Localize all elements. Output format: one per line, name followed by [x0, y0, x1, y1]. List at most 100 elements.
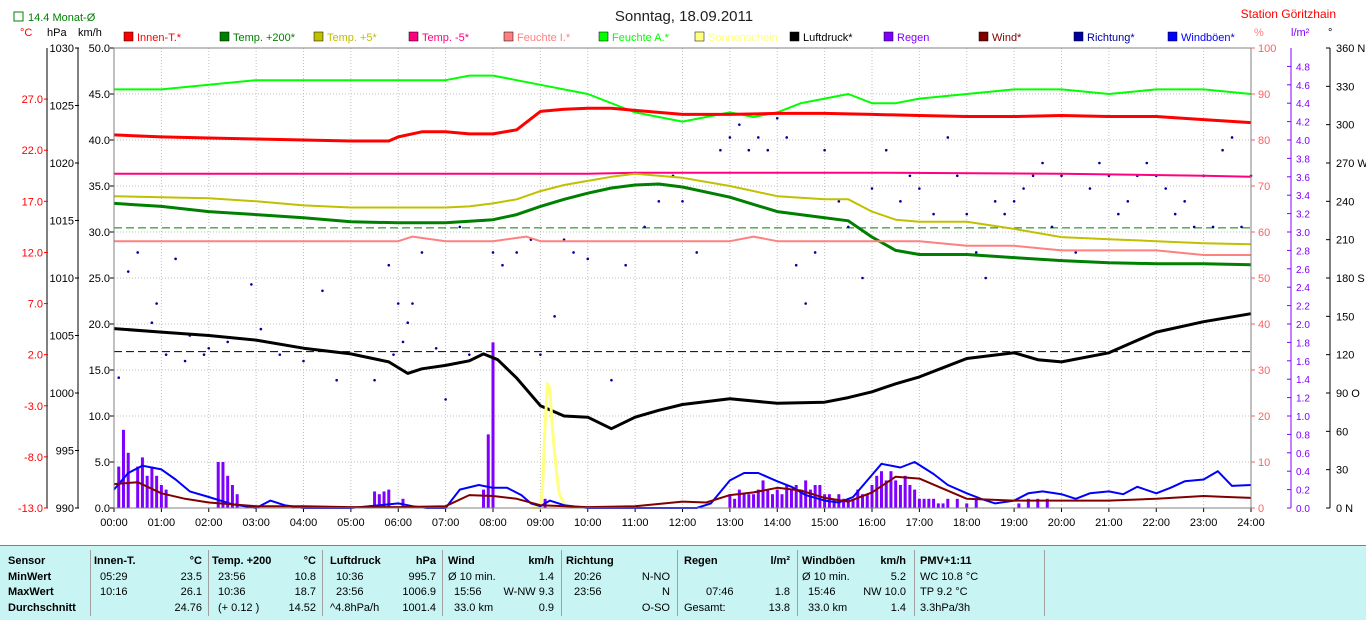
- legend-label: Temp. +5*: [327, 32, 378, 44]
- direction-point: [1145, 161, 1149, 165]
- series-line-temp-5: [113, 172, 1252, 246]
- direction-point: [837, 200, 841, 203]
- rain-axis-label: 2.0: [1296, 320, 1310, 331]
- rain-bar: [903, 475, 907, 508]
- direction-point: [1173, 212, 1177, 216]
- legend-swatch: [694, 31, 705, 42]
- speed-axis-label: 40.0: [89, 135, 110, 147]
- direction-point: [1126, 200, 1130, 203]
- stats-boeen-avg-value: 1.4: [890, 601, 906, 614]
- direction-point: [420, 251, 424, 254]
- x-tick-label: 20:00: [1048, 517, 1076, 529]
- direction-point: [183, 359, 187, 363]
- direction-point: [738, 123, 741, 126]
- direction-point: [444, 398, 447, 401]
- stats-richtung-max-time: 23:56: [574, 586, 602, 598]
- stats-richtung-column: Richtung 20:26 N-NO 23:56 N O-SO: [566, 554, 672, 616]
- rain-axis-label: 2.2: [1296, 302, 1310, 313]
- stats-boeen-min-value: 5.2: [890, 570, 906, 583]
- humidity-axis-label: 40: [1258, 319, 1270, 331]
- series-line-feuchte-i: [114, 235, 1251, 256]
- rain-bar: [865, 494, 869, 508]
- direction-point: [539, 353, 542, 356]
- direction-point: [136, 251, 139, 254]
- legend-swatch: [1073, 31, 1084, 42]
- direction-point: [321, 289, 324, 293]
- rain-bar: [117, 466, 121, 508]
- x-tick-label: 04:00: [290, 517, 318, 529]
- temp-axis-label: -3.0: [24, 401, 43, 413]
- direction-point: [401, 340, 405, 344]
- direction-point: [643, 225, 646, 229]
- stats-boeen-title: Windböen: [802, 555, 856, 567]
- humidity-axis-label: 30: [1258, 365, 1270, 377]
- temp-axis-label: 12.0: [22, 247, 43, 259]
- rain-bar: [832, 498, 836, 508]
- direction-axis-label: 300: [1336, 120, 1354, 132]
- rain-bar: [216, 462, 220, 508]
- rain-bar: [870, 485, 874, 508]
- direction-point: [681, 200, 684, 203]
- stats-temp200-max-time: 10:36: [218, 586, 246, 598]
- series-line-luftdruck: [113, 312, 1252, 431]
- series-line-temp-5: [114, 171, 1252, 178]
- direction-point: [1022, 187, 1025, 190]
- direction-point: [1240, 225, 1243, 229]
- pressure-axis-label: 1030: [50, 43, 74, 55]
- direction-point: [250, 283, 253, 286]
- direction-point: [302, 359, 305, 363]
- rain-bar: [922, 498, 926, 508]
- stats-innen-unit: °C: [189, 555, 202, 567]
- rain-bar: [936, 503, 940, 508]
- stats-richtung-min-value: N-NO: [641, 570, 670, 583]
- x-tick-label: 19:00: [1000, 517, 1028, 529]
- speed-axis-label: 30.0: [89, 227, 110, 239]
- direction-point: [1164, 187, 1168, 190]
- stats-pmv-pressure-trend: 3.3hPa/3h: [920, 601, 971, 614]
- speed-axis-label: 20.0: [89, 319, 110, 331]
- unit-celsius: °C: [20, 27, 32, 39]
- x-tick-label: 09:00: [527, 517, 555, 529]
- stats-richtung-max-value: N: [662, 586, 670, 598]
- legend-swatch: [789, 31, 800, 42]
- stats-druck-min-time: 10:36: [336, 570, 364, 583]
- direction-point: [1088, 187, 1092, 190]
- direction-axis-label: 180 S: [1336, 273, 1365, 285]
- rain-axis-label: 4.0: [1296, 136, 1310, 147]
- rain-bar: [965, 503, 969, 508]
- chart-title: Sonntag, 18.09.2011: [615, 8, 753, 25]
- stats-avg-label: Durchschnitt: [8, 601, 76, 614]
- stats-temp200-max-value: 18.7: [294, 586, 316, 598]
- direction-point: [1003, 212, 1006, 216]
- stats-druck-title: Luftdruck: [330, 555, 381, 567]
- rain-bar: [785, 485, 789, 508]
- humidity-axis-label: 20: [1258, 411, 1270, 423]
- stats-regen-total-value: 13.8: [768, 601, 790, 614]
- direction-point: [396, 302, 400, 305]
- x-tick-label: 14:00: [763, 517, 791, 529]
- rain-bar: [766, 489, 770, 508]
- direction-point: [766, 148, 770, 152]
- rain-bar: [742, 494, 746, 508]
- direction-point: [1117, 212, 1120, 216]
- stats-richtung-title: Richtung: [566, 555, 614, 567]
- direction-point: [586, 257, 590, 261]
- x-tick-label: 21:00: [1095, 517, 1123, 529]
- stats-pmv-column: PMV+1:11 WC 10.8 °C TP 9.2 °C 3.3hPa/3h: [920, 554, 1040, 616]
- legend-swatch: [503, 31, 514, 42]
- rain-axis-label: 0.2: [1296, 486, 1310, 497]
- legend-swatch: [408, 31, 419, 42]
- direction-point: [728, 136, 732, 139]
- rain-bar: [491, 342, 495, 508]
- rain-bar: [1026, 498, 1030, 508]
- direction-axis-label: 330: [1336, 81, 1354, 93]
- stats-boeen-max-value: NW 10.0: [863, 586, 906, 598]
- rain-bar: [752, 494, 756, 508]
- pressure-axis-label: 995: [56, 446, 74, 458]
- series-line-wind: [113, 475, 1252, 509]
- speed-axis-label: 45.0: [89, 89, 110, 101]
- direction-point: [434, 346, 438, 350]
- rain-axis-label: 4.4: [1296, 99, 1310, 110]
- stats-innen-avg-value: 24.76: [174, 601, 202, 614]
- direction-point: [747, 148, 751, 152]
